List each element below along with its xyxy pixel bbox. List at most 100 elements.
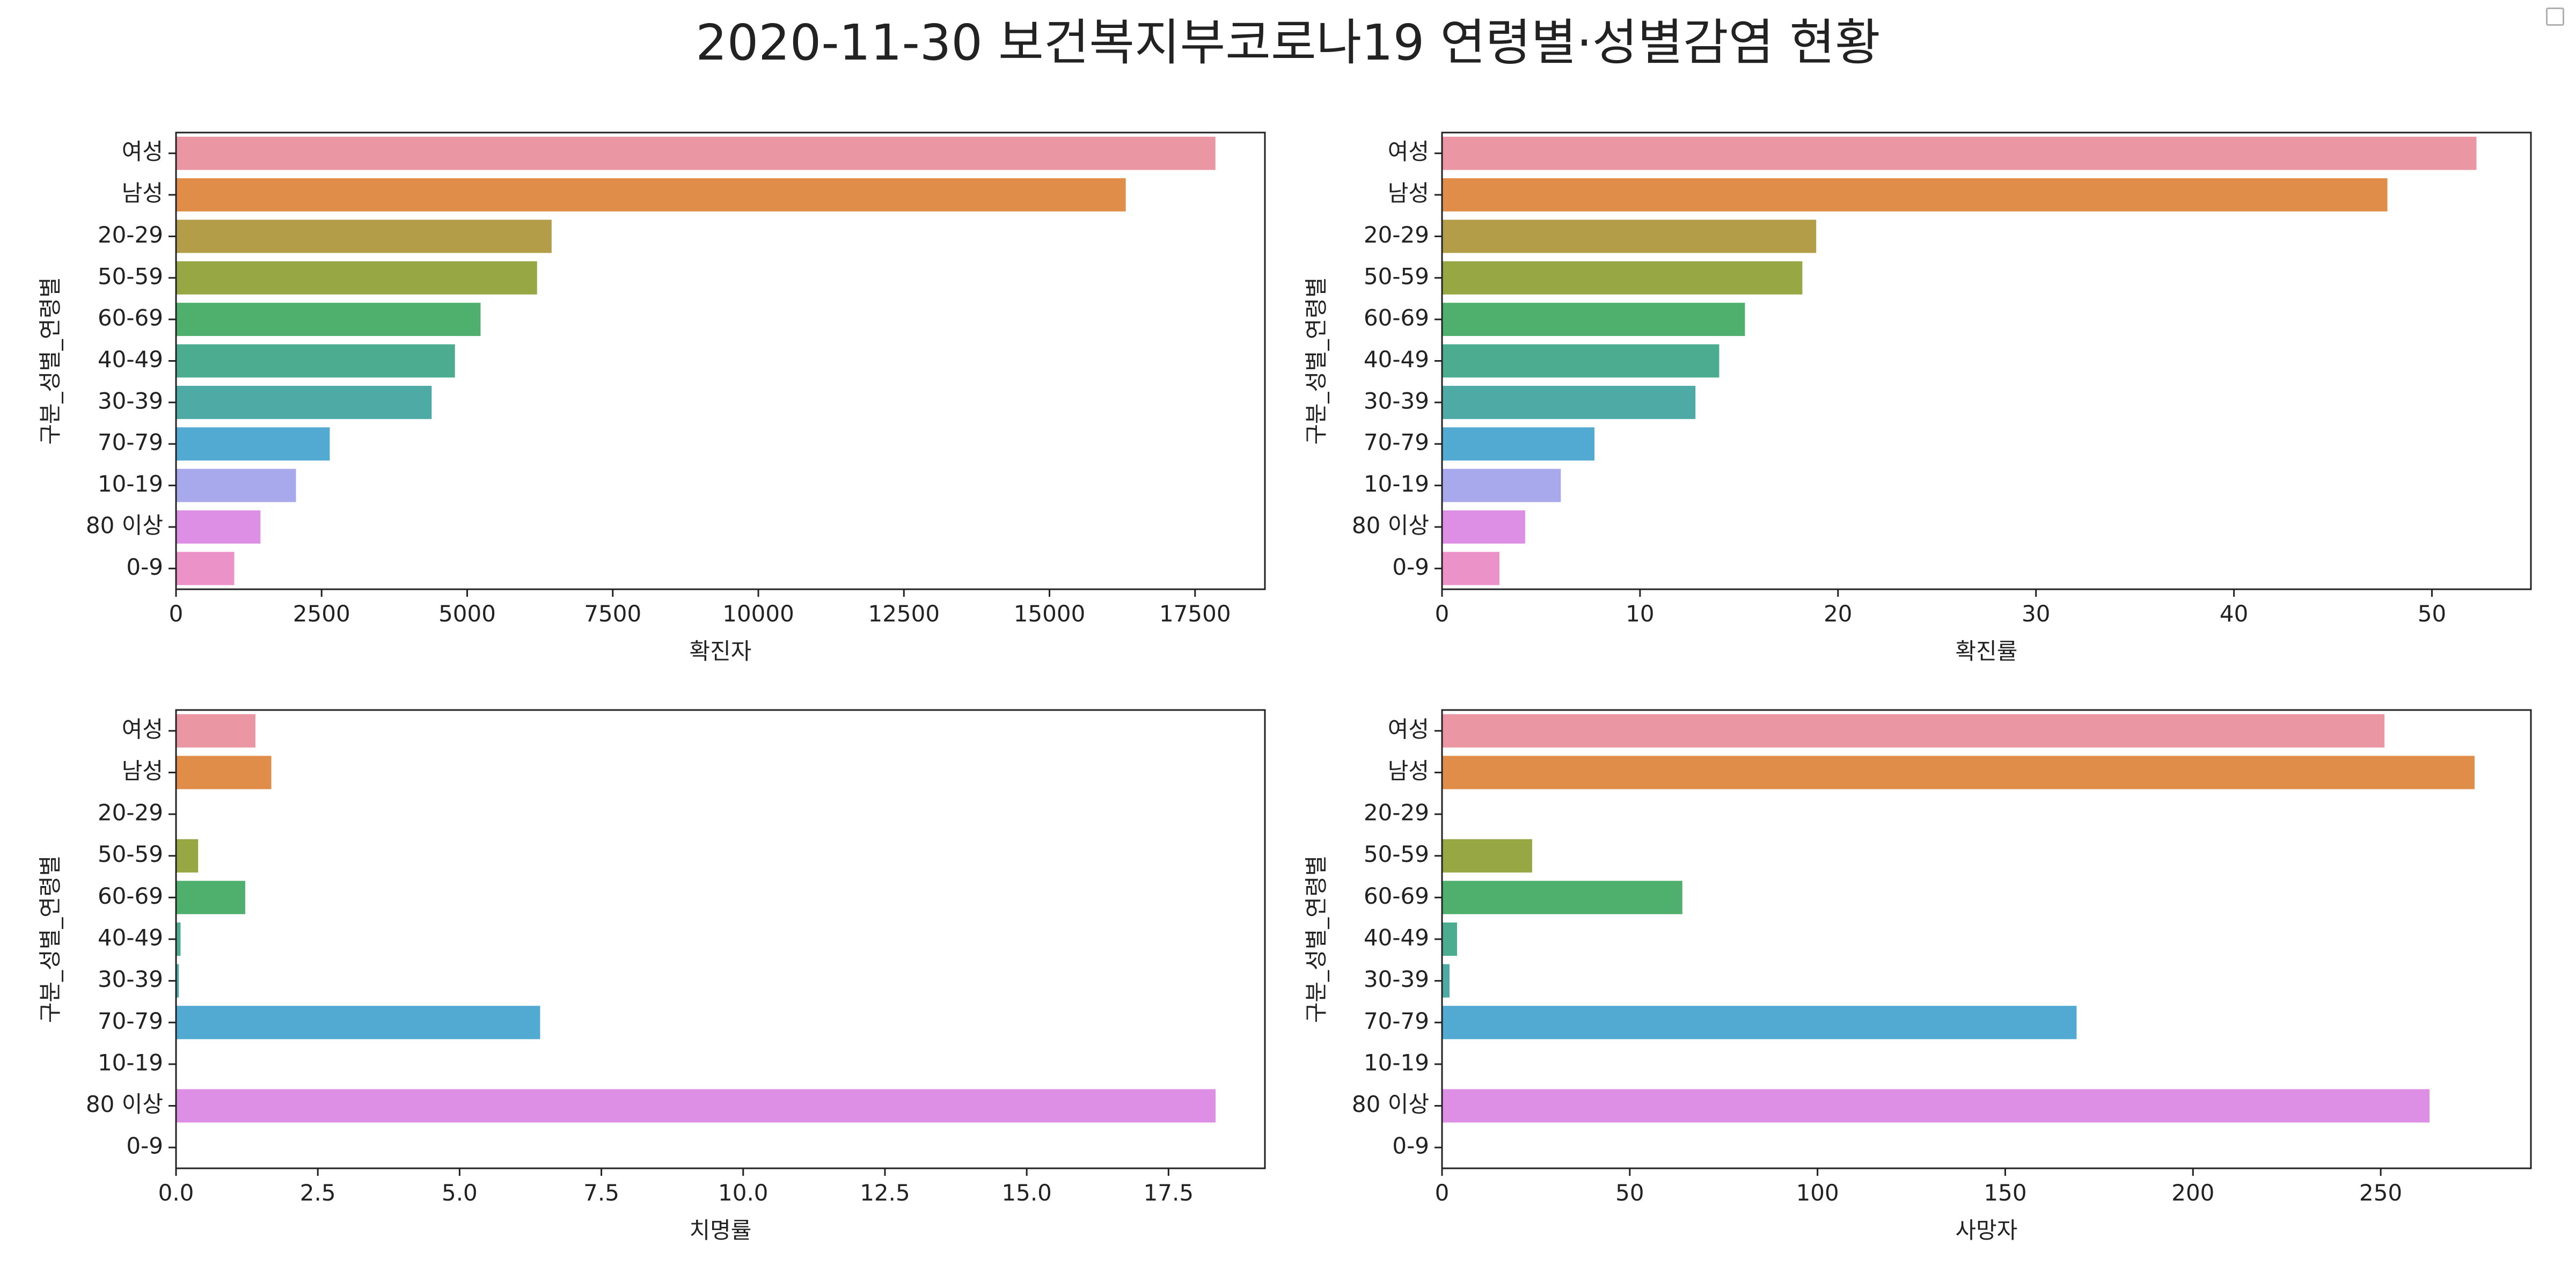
y-tick-label: 50-59 bbox=[1364, 263, 1429, 289]
y-tick-label: 30-39 bbox=[1364, 966, 1429, 992]
y-tick-label: 0-9 bbox=[1392, 1133, 1429, 1159]
bar-30-39 bbox=[176, 385, 432, 419]
x-tick-label: 20 bbox=[1824, 601, 1852, 627]
x-tick-label: 10000 bbox=[722, 601, 794, 627]
bar-여성 bbox=[176, 714, 255, 748]
bar-20-29 bbox=[176, 219, 552, 253]
y-tick-label: 80 이상 bbox=[1352, 512, 1429, 538]
bar-30-39 bbox=[176, 964, 179, 998]
y-tick-label: 30-39 bbox=[1364, 387, 1429, 414]
y-tick-label: 0-9 bbox=[126, 554, 163, 580]
x-tick-label: 50 bbox=[2418, 601, 2446, 627]
y-tick-label: 20-29 bbox=[98, 800, 163, 826]
y-tick-label: 40-49 bbox=[1364, 346, 1429, 372]
bar-80 이상 bbox=[1442, 510, 1525, 544]
x-axis-label: 사망자 bbox=[1956, 1217, 2018, 1243]
x-tick-label: 5.0 bbox=[442, 1180, 478, 1206]
bar-40-49 bbox=[176, 922, 181, 956]
x-tick-label: 100 bbox=[1796, 1180, 1839, 1206]
y-tick-label: 60-69 bbox=[98, 883, 163, 909]
corner-checkbox[interactable] bbox=[2546, 8, 2564, 26]
bar-70-79 bbox=[176, 1006, 540, 1040]
y-tick-label: 30-39 bbox=[98, 387, 163, 414]
y-tick-label: 남성 bbox=[122, 180, 163, 207]
bar-0-9 bbox=[176, 552, 235, 586]
x-tick-label: 5000 bbox=[438, 601, 496, 627]
bar-50-59 bbox=[176, 261, 537, 295]
y-tick-label: 0-9 bbox=[126, 1133, 163, 1159]
x-tick-label: 2500 bbox=[293, 601, 350, 627]
y-axis-label: 구분_성별_연령별 bbox=[1303, 277, 1329, 444]
bar-10-19 bbox=[1442, 469, 1561, 502]
y-axis-label: 구분_성별_연령별 bbox=[1303, 855, 1329, 1023]
x-axis-label: 확진률 bbox=[1956, 638, 2018, 664]
y-tick-label: 20-29 bbox=[98, 222, 163, 248]
bar-80 이상 bbox=[1442, 1089, 2430, 1123]
y-tick-label: 60-69 bbox=[1364, 305, 1429, 331]
y-tick-label: 70-79 bbox=[98, 429, 163, 456]
bar-70-79 bbox=[1442, 1006, 2077, 1040]
y-tick-label: 80 이상 bbox=[86, 512, 163, 538]
y-axis-label: 구분_성별_연령별 bbox=[37, 277, 63, 444]
y-axis-label: 구분_성별_연령별 bbox=[37, 855, 63, 1023]
x-tick-label: 15000 bbox=[1014, 601, 1086, 627]
x-tick-label: 0 bbox=[169, 601, 184, 627]
bar-60-69 bbox=[176, 303, 481, 336]
bar-30-39 bbox=[1442, 385, 1696, 419]
y-tick-label: 남성 bbox=[1388, 180, 1429, 207]
x-tick-label: 12.5 bbox=[860, 1180, 910, 1206]
x-tick-label: 50 bbox=[1615, 1180, 1644, 1206]
x-tick-label: 12500 bbox=[868, 601, 940, 627]
bar-40-49 bbox=[176, 344, 455, 378]
x-axis-label: 치명률 bbox=[690, 1217, 752, 1243]
plot-frame bbox=[1441, 131, 2532, 590]
x-tick-label: 30 bbox=[2022, 601, 2050, 627]
y-tick-label: 20-29 bbox=[1364, 800, 1429, 826]
plot-frame bbox=[175, 709, 1266, 1169]
bar-여성 bbox=[176, 136, 1216, 170]
x-tick-label: 250 bbox=[2359, 1180, 2402, 1206]
bar-80 이상 bbox=[176, 1089, 1216, 1123]
x-tick-label: 7.5 bbox=[583, 1180, 619, 1206]
y-tick-label: 80 이상 bbox=[1352, 1091, 1429, 1117]
plot-frame bbox=[175, 131, 1266, 590]
bar-여성 bbox=[1442, 136, 2477, 170]
y-tick-label: 0-9 bbox=[1392, 554, 1429, 580]
bar-40-49 bbox=[1442, 922, 1457, 956]
bar-60-69 bbox=[1442, 881, 1682, 914]
bar-남성 bbox=[1442, 756, 2475, 789]
plot-frame bbox=[1441, 709, 2532, 1169]
x-tick-label: 10 bbox=[1626, 601, 1654, 627]
y-tick-label: 10-19 bbox=[1364, 1049, 1429, 1075]
bar-20-29 bbox=[1442, 219, 1817, 253]
x-tick-label: 200 bbox=[2171, 1180, 2214, 1206]
y-tick-label: 30-39 bbox=[98, 966, 163, 992]
y-tick-label: 70-79 bbox=[1364, 1008, 1429, 1034]
y-tick-label: 여성 bbox=[122, 716, 163, 742]
y-tick-label: 10-19 bbox=[98, 1049, 163, 1075]
bar-10-19 bbox=[176, 469, 296, 502]
y-tick-label: 여성 bbox=[1388, 716, 1429, 742]
bar-여성 bbox=[1442, 714, 2385, 748]
bar-40-49 bbox=[1442, 344, 1719, 378]
y-tick-label: 여성 bbox=[1388, 138, 1429, 165]
y-tick-label: 50-59 bbox=[98, 263, 163, 289]
x-tick-label: 40 bbox=[2220, 601, 2248, 627]
x-tick-label: 15.0 bbox=[1001, 1180, 1052, 1206]
x-tick-label: 2.5 bbox=[300, 1180, 336, 1206]
x-axis-label: 확진자 bbox=[690, 638, 752, 664]
bar-남성 bbox=[176, 178, 1126, 211]
bar-50-59 bbox=[1442, 839, 1532, 873]
bar-남성 bbox=[1442, 178, 2388, 211]
y-tick-label: 70-79 bbox=[98, 1008, 163, 1034]
x-tick-label: 0 bbox=[1435, 601, 1450, 627]
y-tick-label: 여성 bbox=[122, 138, 163, 165]
y-tick-label: 40-49 bbox=[1364, 925, 1429, 951]
x-tick-label: 17500 bbox=[1159, 601, 1231, 627]
x-tick-label: 150 bbox=[1984, 1180, 2026, 1206]
